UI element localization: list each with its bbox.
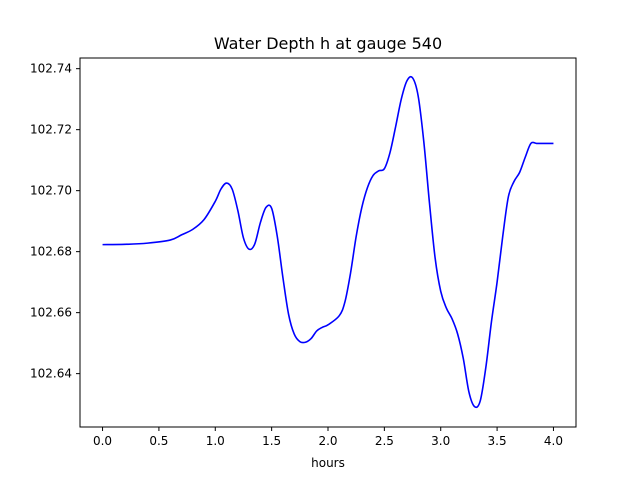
y-tick-label: 102.64 — [30, 367, 72, 381]
y-axis: 102.64 102.66 102.68 102.70 102.72 102.74 — [30, 62, 80, 381]
x-axis: 0.0 0.5 1.0 1.5 2.0 2.5 3.0 3.5 4.0 — [93, 427, 563, 448]
x-tick-label: 0.5 — [149, 434, 168, 448]
x-tick-label: 3.0 — [431, 434, 450, 448]
y-tick-label: 102.70 — [30, 184, 72, 198]
x-tick-label: 4.0 — [544, 434, 563, 448]
plot-area — [102, 75, 554, 409]
y-tick-label: 102.66 — [30, 306, 72, 320]
y-tick-label: 102.74 — [30, 62, 72, 76]
x-tick-label: 2.0 — [318, 434, 337, 448]
x-tick-label: 1.0 — [206, 434, 225, 448]
y-tick-label: 102.68 — [30, 245, 72, 259]
x-tick-label: 0.0 — [93, 434, 112, 448]
x-axis-label: hours — [311, 456, 345, 470]
x-tick-label: 2.5 — [375, 434, 394, 448]
chart-title: Water Depth h at gauge 540 — [214, 34, 442, 53]
y-tick-label: 102.72 — [30, 123, 72, 137]
x-tick-label: 1.5 — [262, 434, 281, 448]
series-line-0 — [102, 75, 554, 409]
x-tick-label: 3.5 — [488, 434, 507, 448]
